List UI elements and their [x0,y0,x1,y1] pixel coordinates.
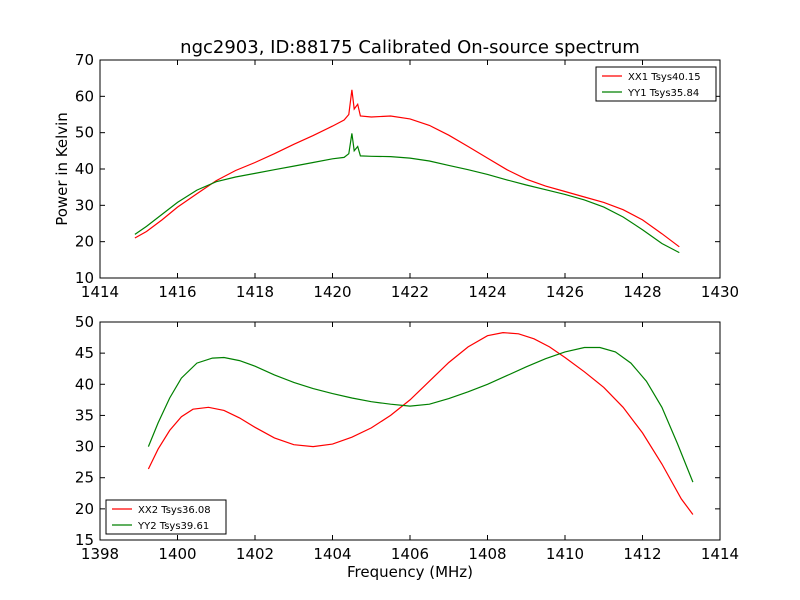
series-line-2-2 [147,346,694,483]
series-line-1-1 [134,89,680,248]
x-tick-label: 1402 [236,545,274,563]
x-tick-label: 1406 [391,545,429,563]
series-line-1-2 [134,133,680,254]
y-tick-label: 50 [75,124,94,142]
legend-label: XX2 Tsys36.08 [138,505,211,516]
y-tick-label: 40 [75,160,94,178]
series-line-2-1 [147,331,694,515]
legend-label: YY2 Tsys39.61 [137,521,209,532]
x-tick-label: 1420 [313,283,351,301]
bottom-spectrum-plot: 1398 1400 1402 1404 1406 1408 1410 1412 1414 15 20… [75,313,739,563]
legend-label: XX1 Tsys40.15 [628,72,701,83]
x-tick-label: 1404 [313,545,351,563]
x-tick-label: 1408 [468,545,506,563]
legend: XX2 Tsys36.08 YY2 Tsys39.61 [105,499,227,535]
legend: XX1 Tsys40.15 YY1 Tsys35.84 [595,66,717,102]
y-tick-label: 20 [75,500,94,518]
x-tick-label: 1414 [701,545,739,563]
y-tick-label: 35 [75,406,94,424]
x-tick-label: 1430 [701,283,739,301]
x-tick-label: 1400 [158,545,196,563]
y-tick-label: 70 [75,51,94,69]
y-tick-label: 30 [75,438,94,456]
y-tick-label: 50 [75,313,94,331]
x-tick-label: 1414 [81,283,119,301]
x-tick-label: 1426 [546,283,584,301]
y-tick-label: 25 [75,469,94,487]
top-spectrum-plot: 1414 1416 1418 1420 1422 1424 1426 1428 1430 10 20… [75,51,739,301]
x-tick-label: 1428 [623,283,661,301]
x-tick-label: 1424 [468,283,506,301]
y-tick-label: 45 [75,344,94,362]
legend-label: YY1 Tsys35.84 [627,88,699,99]
y-tick-label: 60 [75,87,94,105]
figure-title: ngc2903, ID:88175 Calibrated On-source s… [180,37,640,58]
legend-box [105,499,227,535]
x-tick-label: 1418 [236,283,274,301]
y-tick-label: 40 [75,375,94,393]
x-tick-label: 1412 [623,545,661,563]
x-tick-label: 1416 [158,283,196,301]
x-tick-label: 1410 [546,545,584,563]
x-tick-label: 1422 [391,283,429,301]
y-tick-label: 10 [75,269,94,287]
y-tick-label: 30 [75,196,94,214]
y-tick-label: 15 [75,531,94,549]
legend-box [595,66,717,102]
y-tick-label: 20 [75,233,94,251]
x-axis-label-bottom: Frequency (MHz) [347,563,473,581]
x-tick-label: 1398 [81,545,119,563]
y-axis-label-top: Power in Kelvin [53,112,71,226]
